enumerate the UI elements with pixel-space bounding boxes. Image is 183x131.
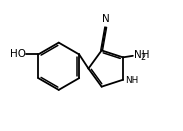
Text: 2: 2	[140, 53, 145, 62]
Text: N: N	[102, 14, 110, 24]
Text: NH: NH	[134, 50, 149, 60]
Text: HO: HO	[10, 49, 26, 59]
Text: NH: NH	[125, 76, 138, 85]
